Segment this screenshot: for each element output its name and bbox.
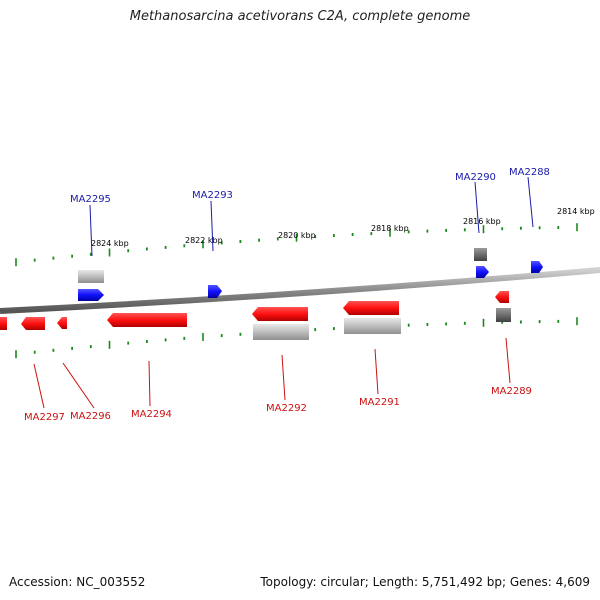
gene-label[interactable]: MA2296 xyxy=(70,411,111,422)
leader-lines-top xyxy=(89,176,534,257)
tick-row-top xyxy=(15,223,578,267)
gene-feature[interactable] xyxy=(474,248,487,261)
gene-forward[interactable] xyxy=(476,266,489,278)
gene-forward[interactable] xyxy=(531,261,543,273)
gene-label[interactable]: MA2293 xyxy=(192,190,233,201)
gene-label[interactable]: MA2289 xyxy=(491,386,532,397)
kbp-label: 2820 kbp xyxy=(278,231,316,240)
genome-title: Methanosarcina acetivorans C2A, complete… xyxy=(129,9,471,24)
leader-lines-bottom xyxy=(33,337,511,409)
gene-reverse[interactable] xyxy=(107,313,187,327)
kbp-label: 2818 kbp xyxy=(371,224,409,233)
gene-label[interactable]: MA2288 xyxy=(509,167,550,178)
gene-feature[interactable] xyxy=(496,308,511,322)
accession-text: Accession: NC_003552 xyxy=(9,575,146,589)
gene-label[interactable]: MA2292 xyxy=(266,403,307,414)
gene-feature[interactable] xyxy=(344,318,401,334)
gene-reverse[interactable] xyxy=(495,291,509,303)
gene-label[interactable]: MA2297 xyxy=(24,412,65,423)
gene-reverse[interactable] xyxy=(252,307,308,321)
kbp-label: 2822 kbp xyxy=(185,236,223,245)
gene-feature[interactable] xyxy=(253,324,309,340)
gene-label[interactable]: MA2291 xyxy=(359,397,400,408)
gene-reverse[interactable] xyxy=(0,317,7,330)
gene-label[interactable]: MA2294 xyxy=(131,409,172,420)
gene-reverse[interactable] xyxy=(57,317,67,329)
genome-backbone xyxy=(0,267,600,314)
gene-forward[interactable] xyxy=(208,285,222,298)
genome-summary-text: Topology: circular; Length: 5,751,492 bp… xyxy=(260,575,590,589)
gene-label[interactable]: MA2290 xyxy=(455,172,496,183)
gene-feature[interactable] xyxy=(78,270,104,283)
kbp-label: 2816 kbp xyxy=(463,217,501,226)
kbp-label: 2824 kbp xyxy=(91,239,129,248)
kbp-label: 2814 kbp xyxy=(557,207,595,216)
gene-label[interactable]: MA2295 xyxy=(70,194,111,205)
gene-forward[interactable] xyxy=(78,289,104,301)
gene-reverse[interactable] xyxy=(21,317,45,330)
gene-reverse[interactable] xyxy=(343,301,399,315)
